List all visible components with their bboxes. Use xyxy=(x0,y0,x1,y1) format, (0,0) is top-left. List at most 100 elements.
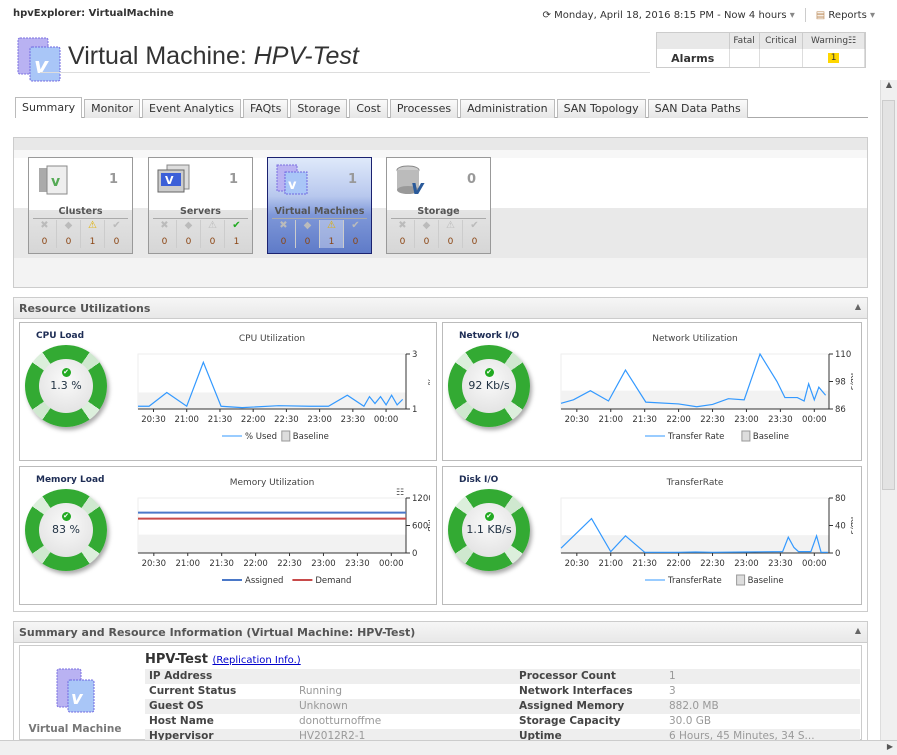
vertical-scroll-thumb[interactable] xyxy=(882,100,895,490)
x-tick-label: 23:30 xyxy=(768,415,793,425)
page-title-name: HPV-Test xyxy=(253,42,359,70)
scroll-up-icon[interactable]: ▲ xyxy=(885,80,893,89)
x-tick-label: 00:00 xyxy=(802,415,827,425)
x-tick-label: 20:30 xyxy=(141,415,166,425)
svg-text:v: v xyxy=(34,54,49,79)
tab-cost[interactable]: Cost xyxy=(349,99,388,118)
collapse-icon[interactable]: ▲ xyxy=(854,626,861,635)
alarm-warning-count[interactable]: 1 xyxy=(802,49,865,67)
y-tick-label: 110 xyxy=(835,350,851,360)
y-tick-label: 1 xyxy=(412,405,417,415)
tile-status-counts: ✖ 0 ◆ 0 ⚠ 0 ✔ 0 xyxy=(391,220,486,248)
status-cell[interactable]: ✔ 0 xyxy=(344,220,367,248)
status-cell[interactable]: ⚠ 1 xyxy=(320,220,344,248)
status-cell[interactable]: ✔ 1 xyxy=(225,220,248,248)
column-menu-icon[interactable]: ☷ xyxy=(848,36,857,46)
resource-cell-disk-i-o: Disk I/O ✔ 1.1 KB/s TransferRate 20:30 21:00 2… xyxy=(442,466,862,605)
tab-storage[interactable]: Storage xyxy=(290,99,348,118)
status-cell[interactable]: ◆ 0 xyxy=(415,220,439,248)
reports-menu[interactable]: ▤ Reports ▾ xyxy=(816,10,875,21)
collapse-icon[interactable]: ▲ xyxy=(854,302,861,311)
tile-clusters[interactable]: v 1 Clusters ✖ 0 ◆ 0 ⚠ 1 ✔ 0 xyxy=(28,157,133,254)
status-cell[interactable]: ⚠ 0 xyxy=(201,220,225,248)
tab-administration[interactable]: Administration xyxy=(460,99,555,118)
status-count: 0 xyxy=(209,237,216,247)
tab-san-data-paths[interactable]: SAN Data Paths xyxy=(647,99,748,118)
status-cell[interactable]: ◆ 0 xyxy=(57,220,81,248)
vm-icon-label: Virtual Machine xyxy=(28,723,122,735)
status-cell[interactable]: ◆ 0 xyxy=(177,220,201,248)
tab-faqts[interactable]: FAQts xyxy=(242,99,289,118)
y-axis-label: KB/s xyxy=(849,517,853,535)
status-cell[interactable]: ✔ 0 xyxy=(105,220,128,248)
tab-monitor[interactable]: Monitor xyxy=(84,99,140,118)
legend-label: % Used xyxy=(245,432,277,442)
legend-label: TransferRate xyxy=(667,576,722,586)
info-key: Processor Count xyxy=(519,670,616,682)
y-tick-label: 3 xyxy=(412,350,417,360)
alarm-critical-count[interactable] xyxy=(759,49,804,67)
y-tick-label: 600 xyxy=(412,522,428,532)
warning-label: Warning xyxy=(811,36,849,46)
status-cell[interactable]: ⚠ 0 xyxy=(439,220,463,248)
critical-icon: ◆ xyxy=(422,220,431,231)
chart-memory-utilization: Memory Utilization 20:30 21:00 21:30 22:00 22… xyxy=(137,478,430,586)
status-cell[interactable]: ✖ 0 xyxy=(391,220,415,248)
error-icon: ✖ xyxy=(398,220,407,231)
tab-summary[interactable]: Summary xyxy=(15,97,83,118)
x-tick-label: 00:00 xyxy=(379,559,404,569)
status-cell[interactable]: ✖ 0 xyxy=(272,220,296,248)
warning-badge[interactable]: 1 xyxy=(827,53,840,63)
status-cell[interactable]: ◆ 0 xyxy=(296,220,320,248)
status-cell[interactable]: ✖ 0 xyxy=(33,220,57,248)
alarms-col-critical[interactable]: Critical xyxy=(759,33,804,49)
app-title: hpvExplorer: VirtualMachine xyxy=(13,8,174,19)
x-tick-label: 21:30 xyxy=(208,415,233,425)
y-tick-label: 80 xyxy=(835,494,846,504)
legend-label: Transfer Rate xyxy=(667,432,724,442)
x-tick-label: 22:00 xyxy=(241,415,266,425)
panel-title: Resource Utilizations xyxy=(19,302,151,315)
status-cell[interactable]: ✖ 0 xyxy=(153,220,177,248)
gauge-face: ✔ 83 % xyxy=(39,503,93,557)
tile-status-counts: ✖ 0 ◆ 0 ⚠ 1 ✔ 0 xyxy=(33,220,128,248)
legend-label: Baseline xyxy=(293,432,329,442)
resource-cell-cpu-load: CPU Load ✔ 1.3 % CPU Utilization 20:30 21:00 2… xyxy=(19,322,437,461)
x-tick-label: 22:30 xyxy=(700,415,725,425)
status-cell[interactable]: ✔ 0 xyxy=(463,220,486,248)
x-tick-label: 21:00 xyxy=(176,559,201,569)
tile-status-counts: ✖ 0 ◆ 0 ⚠ 1 ✔ 0 xyxy=(272,220,367,248)
tile-servers[interactable]: V 1 Servers ✖ 0 ◆ 0 ⚠ 0 ✔ 1 xyxy=(148,157,253,254)
x-tick-label: 22:00 xyxy=(666,415,691,425)
alarms-col-fatal[interactable]: Fatal xyxy=(729,33,760,49)
status-count: 0 xyxy=(161,237,168,247)
x-tick-label: 22:30 xyxy=(274,415,299,425)
scroll-right-icon[interactable]: ▶ xyxy=(886,742,893,751)
x-tick-label: 22:30 xyxy=(700,559,725,569)
tile-storage[interactable]: v 0 Storage ✖ 0 ◆ 0 ⚠ 0 ✔ 0 xyxy=(386,157,491,254)
gauge-face: ✔ 1.3 % xyxy=(39,359,93,413)
server-icon: V xyxy=(157,164,191,196)
status-count: 0 xyxy=(352,237,359,247)
tab-event-analytics[interactable]: Event Analytics xyxy=(142,99,241,118)
page-title-prefix: Virtual Machine: xyxy=(68,42,254,70)
tab-processes[interactable]: Processes xyxy=(389,99,459,118)
warning-icon: ⚠ xyxy=(88,220,97,231)
tile-virtual-machines[interactable]: v 1 Virtual Machines ✖ 0 ◆ 0 ⚠ 1 ✔ 0 xyxy=(267,157,372,254)
tile-status-counts: ✖ 0 ◆ 0 ⚠ 0 ✔ 1 xyxy=(153,220,248,248)
replication-info-link[interactable]: (Replication Info.) xyxy=(212,655,301,666)
alarms-col-warning[interactable]: Warning☷ xyxy=(802,33,865,49)
gauge-network-i-o: ✔ 92 Kb/s xyxy=(448,345,530,427)
info-row: Guest OS Unknown Assigned Memory 882.0 MB xyxy=(145,699,860,714)
critical-icon: ◆ xyxy=(303,220,312,231)
tab-san-topology[interactable]: SAN Topology xyxy=(556,99,646,118)
chart-menu-icon[interactable]: ☷ xyxy=(396,488,404,498)
gauge-value: 92 Kb/s xyxy=(468,379,510,392)
y-tick-label: 86 xyxy=(835,405,846,415)
gauge-cpu-load: ✔ 1.3 % xyxy=(25,345,107,427)
horizontal-scrollbar[interactable]: ▶ xyxy=(0,740,897,755)
alarm-fatal-count[interactable] xyxy=(729,49,760,67)
time-range-selector[interactable]: ⟳ Monday, April 18, 2016 8:15 PM - Now 4… xyxy=(543,10,795,21)
status-cell[interactable]: ⚠ 1 xyxy=(81,220,105,248)
resource-cell-network-i-o: Network I/O ✔ 92 Kb/s Network Utilization 20… xyxy=(442,322,862,461)
